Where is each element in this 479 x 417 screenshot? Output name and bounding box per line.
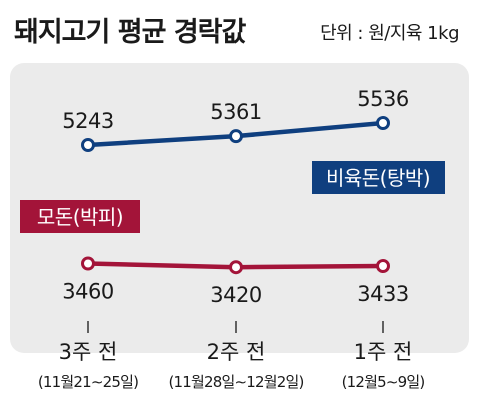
data-label: 3420 — [210, 283, 261, 307]
data-label: 5361 — [210, 100, 261, 124]
chart-title: 돼지고기 평균 경락값 — [14, 17, 246, 48]
data-point — [229, 260, 243, 275]
data-label: 5243 — [62, 109, 113, 133]
data-point — [81, 138, 95, 152]
legend-tag-label: 모돈(박피) — [37, 205, 123, 229]
x-tick-date-label: (11월21∼25일) — [38, 373, 138, 391]
x-tick-date-label: (11월28일∼12월2일) — [168, 373, 303, 391]
data-point — [376, 116, 390, 130]
data-point — [229, 129, 243, 144]
legend-tag-box-2 — [20, 200, 140, 233]
legend-tag-label: 비육돈(탕박) — [326, 166, 430, 190]
data-label: 3460 — [62, 280, 113, 304]
unit-label: 단위 : 원/지육 1kg — [320, 23, 459, 44]
data-label: 5536 — [357, 87, 409, 111]
data-point — [81, 256, 95, 271]
x-tick-label: 2주 전 — [207, 340, 266, 364]
x-tick-date-label: (12월5∼9일) — [342, 373, 425, 391]
legend-tag-box-1 — [312, 161, 445, 194]
x-tick-label: 3주 전 — [59, 340, 118, 364]
data-point — [376, 259, 390, 273]
x-tick-label: 1주 전 — [354, 340, 413, 364]
data-label: 3433 — [357, 282, 408, 306]
